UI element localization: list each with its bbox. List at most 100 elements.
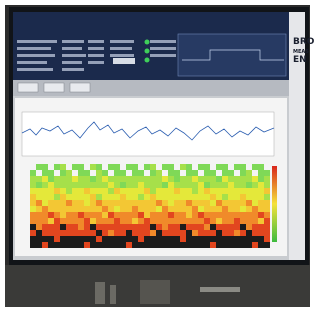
heat-cell <box>54 236 60 242</box>
heat-cell <box>150 164 156 170</box>
heat-cell <box>120 194 126 200</box>
heat-cell <box>258 206 264 212</box>
toolbar-buttons[interactable] <box>18 83 90 92</box>
heat-cell <box>66 200 72 206</box>
heat-cell <box>36 200 42 206</box>
heat-cell <box>222 164 228 170</box>
heat-cell <box>246 170 252 176</box>
button[interactable] <box>18 83 38 92</box>
heat-cell <box>228 176 234 182</box>
heat-cell <box>228 182 234 188</box>
heat-cell <box>168 200 174 206</box>
heat-cell <box>102 218 108 224</box>
heat-cell <box>246 182 252 188</box>
heat-cell <box>198 188 204 194</box>
heat-cell <box>84 188 90 194</box>
heat-cell <box>114 218 120 224</box>
heat-cell <box>180 224 186 230</box>
status-leds <box>145 40 150 63</box>
heat-cell <box>30 176 36 182</box>
heat-cell <box>210 176 216 182</box>
heat-cell <box>42 176 48 182</box>
heat-cell <box>228 170 234 176</box>
heat-cell <box>54 242 60 248</box>
heat-cell <box>108 212 114 218</box>
heat-cell <box>144 242 150 248</box>
heat-cell <box>150 242 156 248</box>
heat-cell <box>168 218 174 224</box>
heat-cell <box>192 206 198 212</box>
heat-cell <box>210 194 216 200</box>
heat-cell <box>126 188 132 194</box>
heat-cell <box>132 170 138 176</box>
heat-cell <box>162 242 168 248</box>
heat-cell <box>120 230 126 236</box>
heat-cell <box>90 188 96 194</box>
heat-cell <box>162 236 168 242</box>
heat-cell <box>60 212 66 218</box>
heat-cell <box>174 218 180 224</box>
heat-cell <box>96 224 102 230</box>
heat-cell <box>150 176 156 182</box>
heat-cell <box>210 218 216 224</box>
heat-cell <box>180 206 186 212</box>
heat-cell <box>234 164 240 170</box>
heat-cell <box>186 206 192 212</box>
heat-cell <box>42 194 48 200</box>
heat-cell <box>96 182 102 188</box>
heat-cell <box>30 230 36 236</box>
heat-cell <box>156 170 162 176</box>
heat-cell <box>72 194 78 200</box>
heat-cell <box>156 194 162 200</box>
heat-cell <box>228 200 234 206</box>
heat-cell <box>36 218 42 224</box>
heat-cell <box>186 176 192 182</box>
heat-cell <box>162 206 168 212</box>
heat-cell <box>72 230 78 236</box>
heat-cell <box>90 206 96 212</box>
heat-cell <box>216 218 222 224</box>
heat-cell <box>132 230 138 236</box>
heat-cell <box>234 236 240 242</box>
heat-cell <box>174 242 180 248</box>
heat-cell <box>120 188 126 194</box>
heat-cell <box>150 224 156 230</box>
heat-cell <box>54 200 60 206</box>
heat-cell <box>264 176 270 182</box>
heat-cell <box>246 188 252 194</box>
heat-cell <box>114 170 120 176</box>
heat-cell <box>162 212 168 218</box>
heat-cell <box>246 224 252 230</box>
heat-cell <box>150 230 156 236</box>
button[interactable] <box>44 83 64 92</box>
heat-cell <box>78 170 84 176</box>
heat-cell <box>264 194 270 200</box>
heat-cell <box>186 230 192 236</box>
heat-cell <box>30 188 36 194</box>
heat-cell <box>144 176 150 182</box>
heat-cell <box>198 242 204 248</box>
heat-cell <box>210 170 216 176</box>
heat-cell <box>126 236 132 242</box>
heat-cell <box>120 200 126 206</box>
heat-cell <box>30 170 36 176</box>
heat-cell <box>204 230 210 236</box>
heat-cell <box>168 206 174 212</box>
heat-cell <box>120 176 126 182</box>
heat-cell <box>252 218 258 224</box>
heat-cell <box>54 182 60 188</box>
heat-cell <box>204 194 210 200</box>
heat-cell <box>132 176 138 182</box>
heat-cell <box>102 182 108 188</box>
heat-cell <box>228 206 234 212</box>
heat-cell <box>78 212 84 218</box>
button[interactable] <box>70 83 90 92</box>
heat-cell <box>54 164 60 170</box>
heat-cell <box>252 188 258 194</box>
heat-cell <box>126 176 132 182</box>
heat-cell <box>78 182 84 188</box>
heat-cell <box>66 188 72 194</box>
heat-cell <box>168 242 174 248</box>
heat-cell <box>198 194 204 200</box>
heat-cell <box>114 182 120 188</box>
